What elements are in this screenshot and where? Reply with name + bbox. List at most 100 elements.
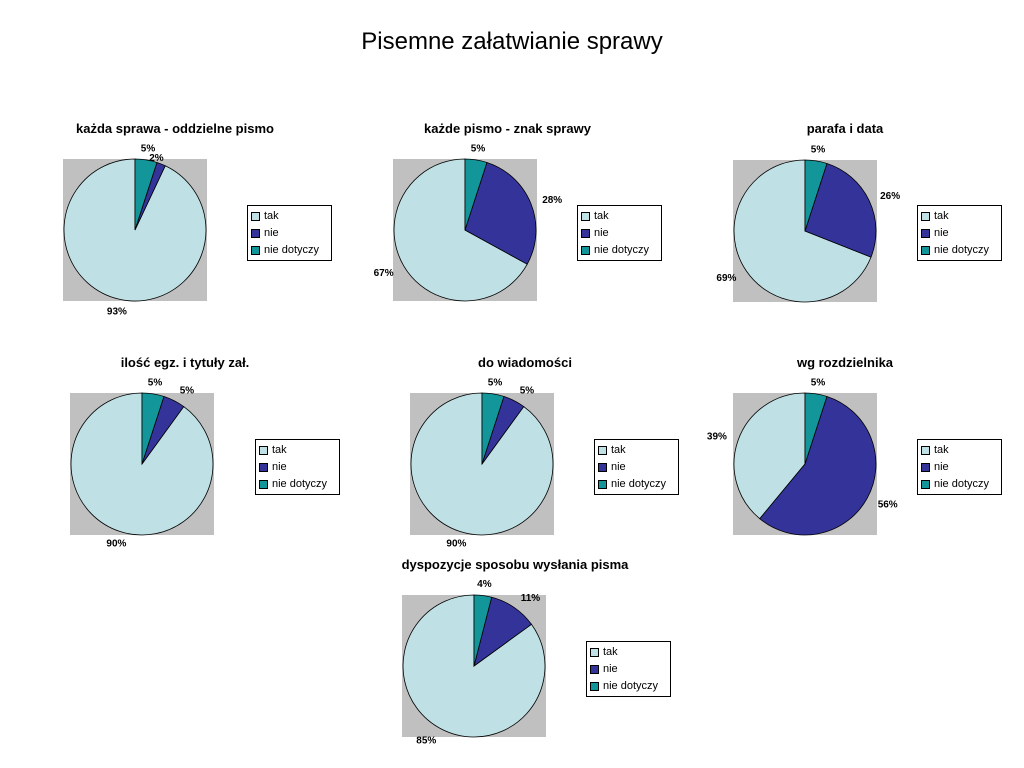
legend-item: nie dotyczy — [921, 242, 1001, 259]
legend-item: tak — [598, 442, 678, 459]
legend-label: tak — [264, 210, 279, 222]
pie-slice-nie — [759, 395, 877, 536]
legend-label: tak — [272, 444, 287, 456]
legend-item: nie dotyczy — [259, 476, 339, 493]
legend-item: nie dotyczy — [921, 476, 1001, 493]
pie-svg: 39% 56% 5% — [707, 378, 898, 536]
pct-label-tak: 67% — [374, 268, 394, 279]
pie-svg: 90% 5% 5% — [410, 378, 554, 549]
pct-label-tak: 39% — [707, 431, 727, 442]
pie-slice-tak — [393, 158, 528, 302]
pct-label-tak: 93% — [107, 307, 127, 318]
pct-label-nie: 28% — [542, 195, 562, 206]
pie-slice-nie-dotyczy — [481, 392, 505, 465]
legend-item: tak — [590, 644, 670, 661]
legend-swatch — [251, 246, 260, 255]
pie-slice-nie — [804, 162, 877, 258]
legend-item: nie — [921, 225, 1001, 242]
legend-label: nie — [264, 227, 279, 239]
pie-svg: 90% 5% 5% — [70, 378, 214, 549]
pct-label-nie-dotyczy: 5% — [811, 145, 826, 156]
legend-swatch — [251, 229, 260, 238]
legend-label: nie dotyczy — [264, 244, 320, 256]
legend-swatch — [590, 665, 599, 674]
pct-label-nie: 56% — [878, 500, 898, 511]
pie-svg: 93% 2%5% — [63, 144, 207, 318]
legend-swatch — [598, 446, 607, 455]
legend-swatch — [921, 480, 930, 489]
legend-swatch — [581, 246, 590, 255]
legend-swatch — [921, 246, 930, 255]
legend-swatch — [581, 212, 590, 221]
legend-label: tak — [934, 444, 949, 456]
legend-swatch — [259, 446, 268, 455]
pct-label-nie-dotyczy: 5% — [488, 378, 503, 389]
legend-swatch — [581, 229, 590, 238]
pie-svg: 85% 11% 4% — [402, 579, 546, 747]
legend-item: nie — [251, 225, 331, 242]
legend-label: nie — [611, 461, 626, 473]
legend-item: nie dotyczy — [251, 242, 331, 259]
legend-item: nie dotyczy — [581, 242, 661, 259]
legend-label: tak — [611, 444, 626, 456]
legend-label: nie dotyczy — [603, 680, 659, 692]
legend-label: nie dotyczy — [611, 478, 667, 490]
legend-item: tak — [581, 208, 661, 225]
pie-slice-nie-dotyczy — [134, 158, 158, 231]
pie-slice-nie-dotyczy — [804, 392, 828, 465]
pie-slice-nie-dotyczy — [804, 159, 828, 232]
pct-label-nie-dotyczy: 4% — [477, 579, 492, 590]
legend-label: tak — [934, 210, 949, 222]
pct-label-tak: 90% — [446, 538, 466, 549]
chart-title: każde pismo - znak sprawy — [424, 121, 591, 136]
pie-slice-nie-dotyczy — [141, 392, 165, 465]
legend-swatch — [921, 446, 930, 455]
legend: tak nie nie dotyczy — [586, 641, 671, 697]
legend-label: nie dotyczy — [934, 478, 990, 490]
legend-swatch — [921, 463, 930, 472]
pct-label-nie: 11% — [521, 593, 541, 604]
pct-label-tak: 90% — [106, 538, 126, 549]
pct-label-nie: 2% — [149, 153, 164, 164]
legend: tak nie nie dotyczy — [917, 205, 1002, 261]
pie-slice-tak — [733, 392, 806, 520]
pct-label-nie: 5% — [180, 386, 195, 397]
legend-label: nie — [594, 227, 609, 239]
legend-item: nie — [598, 459, 678, 476]
legend: tak nie nie dotyczy — [594, 439, 679, 495]
legend-label: nie — [934, 227, 949, 239]
legend-label: tak — [603, 646, 618, 658]
chart-title: wg rozdzielnika — [796, 355, 894, 370]
legend: tak nie nie dotyczy — [247, 205, 332, 261]
pct-label-tak: 85% — [416, 736, 436, 747]
pct-label-nie-dotyczy: 5% — [471, 144, 486, 155]
legend-item: tak — [921, 208, 1001, 225]
legend-label: nie dotyczy — [272, 478, 328, 490]
pie-slice-nie — [464, 161, 537, 265]
pct-label-nie-dotyczy: 5% — [811, 378, 826, 389]
chart-title: ilość egz. i tytuły zał. — [120, 355, 250, 370]
legend-label: tak — [594, 210, 609, 222]
pct-label-tak: 69% — [716, 273, 736, 284]
pct-label-nie-dotyczy: 5% — [141, 144, 156, 155]
legend-swatch — [921, 229, 930, 238]
legend-item: nie — [259, 459, 339, 476]
pie-slice-nie-dotyczy — [464, 158, 488, 231]
legend-swatch — [259, 480, 268, 489]
legend-label: nie — [934, 461, 949, 473]
legend: tak nie nie dotyczy — [577, 205, 662, 261]
pct-label-nie: 26% — [880, 191, 900, 202]
legend-label: nie dotyczy — [934, 244, 990, 256]
pie-svg: 69% 26% 5% — [716, 145, 900, 303]
legend-swatch — [598, 463, 607, 472]
chart-title: do wiadomości — [478, 355, 572, 370]
legend-item: tak — [251, 208, 331, 225]
legend-item: nie dotyczy — [598, 476, 678, 493]
page-title: Pisemne załatwianie sprawy — [361, 28, 663, 55]
chart-title: każda sprawa - oddzielne pismo — [76, 121, 274, 136]
legend: tak nie nie dotyczy — [255, 439, 340, 495]
legend-swatch — [921, 212, 930, 221]
legend-item: nie — [590, 661, 670, 678]
chart-title: dyspozycje sposobu wysłania pisma — [401, 557, 629, 572]
legend-item: tak — [259, 442, 339, 459]
